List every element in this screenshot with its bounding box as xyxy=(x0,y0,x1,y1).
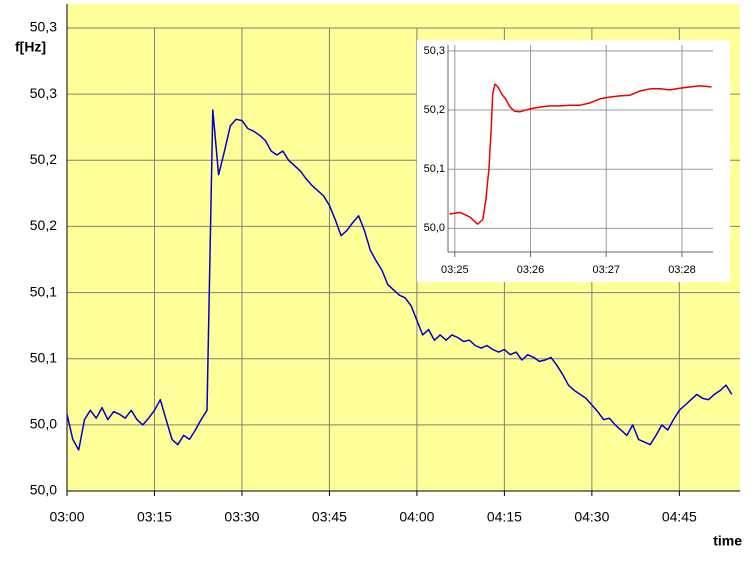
x-tick-label: 03:26 xyxy=(517,264,545,276)
data-line xyxy=(66,109,733,451)
y-tick-label: 50,0 xyxy=(424,222,445,234)
x-axis-title: time xyxy=(713,533,742,549)
y-tick-label: 50,0 xyxy=(30,416,57,432)
x-tick-label: 03:45 xyxy=(312,509,347,525)
x-tick-label: 04:15 xyxy=(487,509,522,525)
x-tick-label: 04:00 xyxy=(399,509,434,525)
x-tick-label: 03:30 xyxy=(224,509,259,525)
y-tick-label: 50,2 xyxy=(30,217,57,233)
x-tick-label: 03:28 xyxy=(668,264,696,276)
y-tick-label: 50,0 xyxy=(30,482,57,498)
data-line xyxy=(449,83,712,225)
x-tick-label: 04:30 xyxy=(574,509,609,525)
x-tick-label: 03:27 xyxy=(592,264,620,276)
x-tick-label: 03:00 xyxy=(49,509,84,525)
y-axis-title: f[Hz] xyxy=(15,39,46,55)
y-tick-label: 50,2 xyxy=(424,104,445,116)
inset-background xyxy=(417,40,730,282)
y-tick-label: 50,3 xyxy=(30,85,57,101)
x-tick-label: 03:25 xyxy=(441,264,469,276)
y-tick-label: 50,3 xyxy=(30,19,57,35)
y-tick-label: 50,2 xyxy=(30,151,57,167)
x-tick-label: 03:15 xyxy=(137,509,172,525)
x-tick-label: 04:45 xyxy=(662,509,697,525)
y-tick-label: 50,1 xyxy=(424,163,445,175)
y-tick-label: 50,3 xyxy=(424,45,445,57)
y-tick-label: 50,1 xyxy=(30,349,57,365)
y-tick-label: 50,1 xyxy=(30,283,57,299)
inset-plot: 50,0 50,1 50,2 50,3 03:25 03:26 03:27 03:28 xyxy=(424,45,713,276)
